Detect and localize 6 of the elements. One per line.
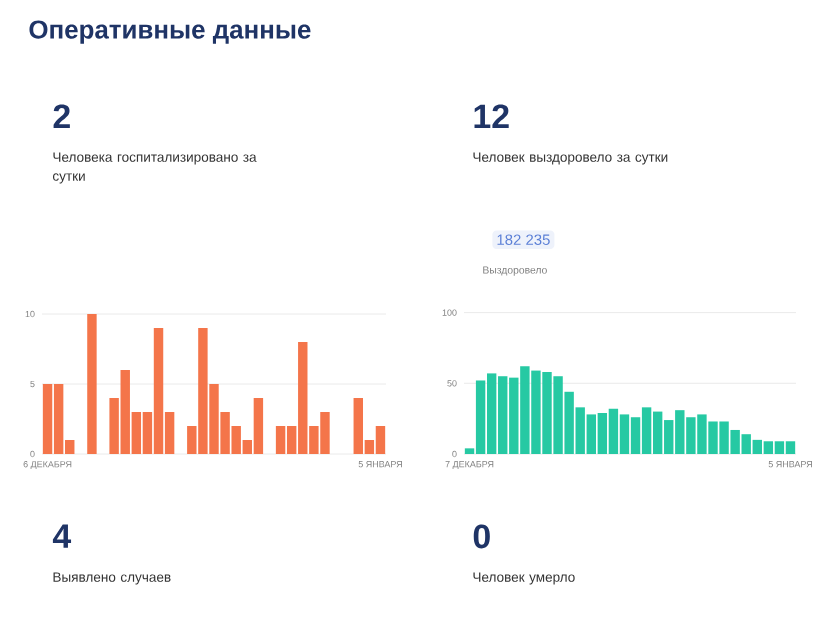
text: 2	[53, 104, 70, 129]
text: 12	[474, 104, 509, 129]
text: 4	[52, 524, 72, 548]
bar	[87, 314, 97, 454]
chart-title: Оперативные данные	[29, 20, 311, 44]
text: 0	[473, 524, 490, 549]
